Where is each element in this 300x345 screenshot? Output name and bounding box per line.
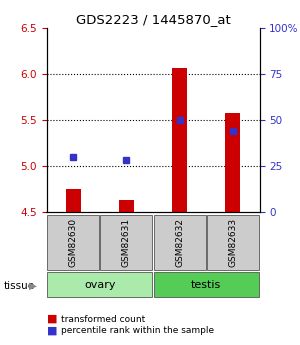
Bar <box>66 189 81 212</box>
Bar <box>207 215 259 270</box>
Text: testis: testis <box>191 280 221 289</box>
Text: tissue: tissue <box>4 281 35 290</box>
Text: transformed count: transformed count <box>61 315 146 324</box>
Text: GSM82630: GSM82630 <box>69 218 78 267</box>
Text: ovary: ovary <box>84 280 116 289</box>
Text: GSM82633: GSM82633 <box>228 218 237 267</box>
Text: GSM82631: GSM82631 <box>122 218 131 267</box>
Text: percentile rank within the sample: percentile rank within the sample <box>61 326 214 335</box>
Bar <box>154 215 206 270</box>
Bar <box>47 272 152 297</box>
Bar <box>47 215 99 270</box>
Bar <box>172 68 187 212</box>
Text: ■: ■ <box>46 326 57 335</box>
Title: GDS2223 / 1445870_at: GDS2223 / 1445870_at <box>76 13 230 27</box>
Bar <box>100 215 152 270</box>
Bar <box>154 272 259 297</box>
Bar <box>119 200 134 212</box>
Bar <box>225 112 240 212</box>
Text: ▶: ▶ <box>28 281 37 290</box>
Text: GSM82632: GSM82632 <box>175 218 184 267</box>
Text: ■: ■ <box>46 314 57 324</box>
